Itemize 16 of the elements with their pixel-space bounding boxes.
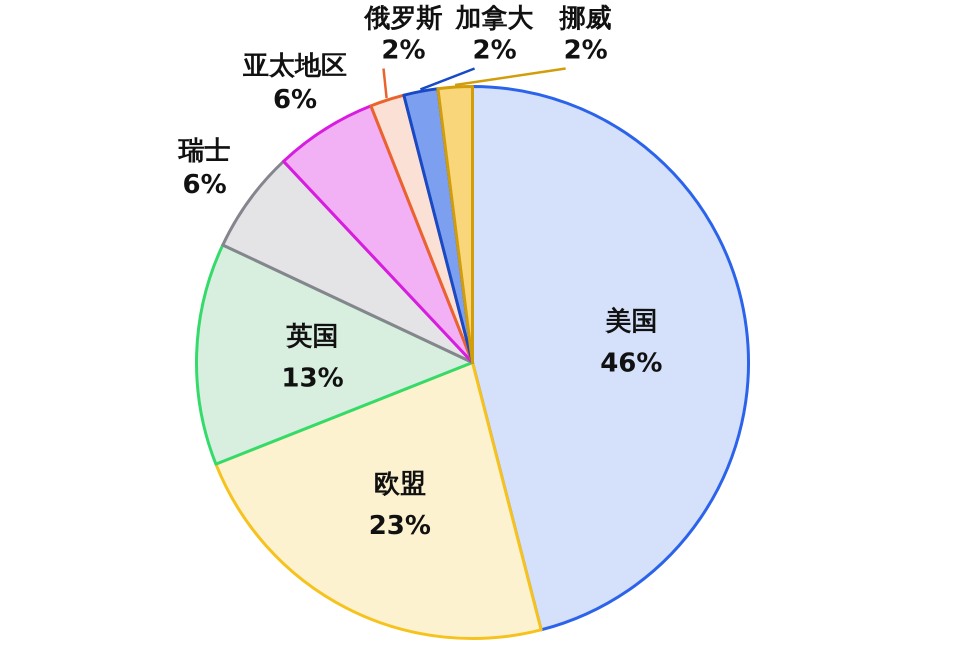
slice-label: 瑞士: [178, 136, 231, 166]
data-label: 23%: [368, 511, 431, 542]
slice-label: 挪威: [558, 4, 612, 34]
slice-label: 亚太地区: [242, 50, 348, 81]
slice-label: 欧盟: [374, 469, 426, 500]
data-label: 6%: [182, 170, 227, 200]
slice-label: 英国: [286, 321, 338, 352]
slice-label: 美国: [604, 306, 658, 336]
slice-label: 俄罗斯: [364, 4, 442, 34]
data-label: 46%: [600, 348, 662, 378]
data-label: 13%: [281, 363, 344, 394]
data-label: 6%: [272, 84, 318, 115]
slice-label: 加拿大: [454, 4, 535, 34]
data-label: 2%: [564, 36, 608, 66]
data-label: 2%: [472, 36, 517, 66]
data-label: 2%: [381, 36, 426, 66]
